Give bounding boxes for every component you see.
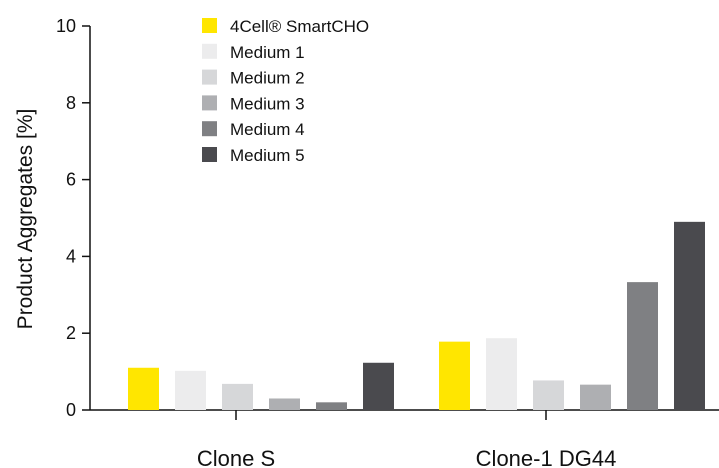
category-label: Clone-1 DG44 bbox=[476, 446, 617, 468]
y-tick-label: 2 bbox=[66, 323, 76, 343]
y-axis-ticks: 0 2 4 6 8 10 bbox=[56, 16, 90, 420]
category-label: Clone S bbox=[197, 446, 275, 468]
y-axis-title: Product Aggregates [%] bbox=[14, 109, 37, 330]
bar-1-2 bbox=[175, 370, 206, 410]
bar-1-4 bbox=[269, 398, 300, 410]
legend-swatch bbox=[202, 43, 217, 59]
legend-label: Medium 4 bbox=[230, 120, 305, 139]
y-tick-label: 10 bbox=[56, 16, 76, 36]
legend-label: Medium 1 bbox=[230, 43, 305, 62]
bar-1-5 bbox=[316, 402, 347, 410]
bar-2-5 bbox=[627, 282, 658, 410]
bar-1-6 bbox=[363, 362, 394, 410]
bar-1-1 bbox=[128, 367, 159, 410]
y-tick-label: 4 bbox=[66, 246, 76, 266]
legend-swatch bbox=[202, 69, 217, 85]
legend-swatch bbox=[202, 121, 217, 137]
bar-2-2 bbox=[486, 338, 517, 410]
legend-swatch bbox=[202, 147, 217, 162]
bar-2-1 bbox=[439, 341, 470, 410]
legend-swatch bbox=[202, 95, 217, 111]
legend-label: 4Cell® SmartCHO bbox=[230, 17, 369, 36]
legend-label: Medium 2 bbox=[230, 69, 305, 88]
y-tick-label: 6 bbox=[66, 170, 76, 190]
y-tick-label: 0 bbox=[66, 400, 76, 420]
bar-2-6 bbox=[674, 221, 705, 410]
legend-label: Medium 3 bbox=[230, 94, 305, 113]
x-axis-ticks: Clone S Clone-1 DG44 bbox=[197, 410, 616, 468]
y-tick-label: 8 bbox=[66, 93, 76, 113]
bar-1-3 bbox=[222, 383, 253, 410]
legend: 4Cell® SmartCHO Medium 1 Medium 2 Medium 3 M… bbox=[202, 17, 369, 165]
legend-swatch bbox=[202, 18, 217, 33]
bar-2-4 bbox=[580, 384, 611, 410]
bar-marks bbox=[128, 221, 705, 410]
legend-label: Medium 5 bbox=[230, 146, 305, 165]
bar-2-3 bbox=[533, 380, 564, 410]
